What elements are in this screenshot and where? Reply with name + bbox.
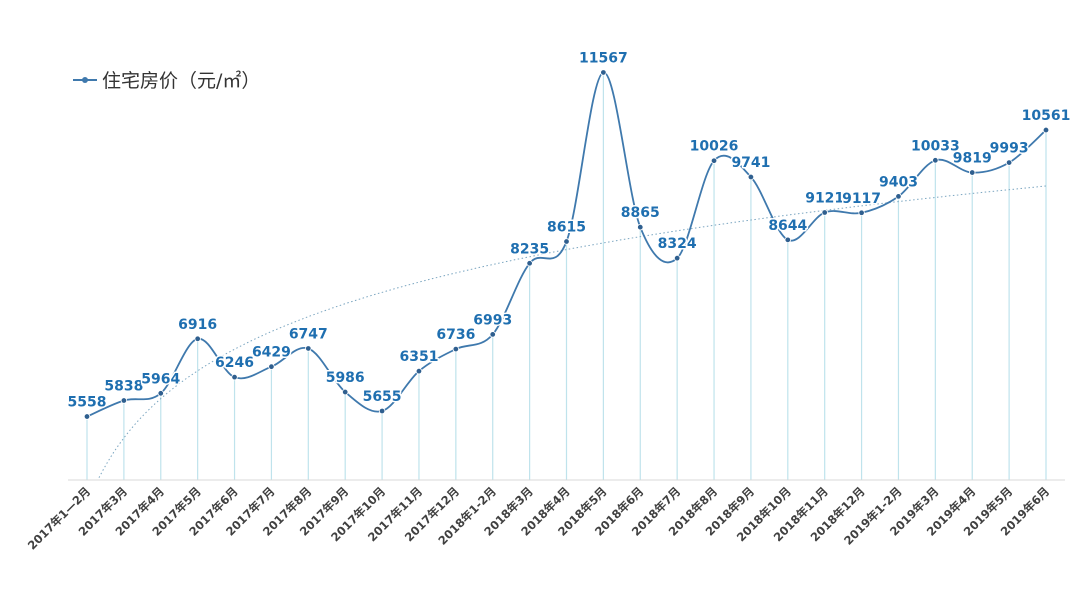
data-label: 8235	[510, 241, 549, 257]
data-point	[784, 236, 792, 244]
data-point	[305, 345, 312, 352]
data-point	[932, 157, 939, 164]
data-point	[415, 367, 423, 375]
data-point	[563, 238, 570, 245]
data-label: 10026	[690, 139, 739, 155]
data-point	[1042, 126, 1050, 134]
series-line	[86, 71, 1047, 418]
data-point	[858, 209, 865, 216]
data-label: 6747	[289, 326, 328, 342]
data-point	[341, 388, 349, 396]
data-point	[452, 345, 460, 353]
legend-line-marker-icon	[73, 76, 97, 83]
data-point	[969, 169, 976, 176]
data-label: 6351	[399, 349, 438, 365]
data-point	[637, 223, 644, 231]
data-label: 6993	[473, 312, 512, 328]
data-point	[600, 69, 607, 76]
data-point	[710, 157, 718, 164]
data-point	[673, 254, 681, 262]
data-label: 6736	[436, 327, 475, 343]
data-label: 6429	[252, 345, 291, 361]
data-label: 8615	[547, 220, 586, 236]
data-label: 11567	[579, 50, 628, 66]
legend: 住宅房价（元/㎡）	[72, 66, 260, 93]
data-point	[526, 260, 533, 267]
data-point	[268, 363, 275, 370]
data-label: 5655	[363, 389, 402, 405]
data-point	[231, 373, 238, 381]
data-point	[747, 173, 755, 181]
data-label: 10033	[911, 138, 960, 154]
data-point	[120, 397, 128, 404]
data-label: 8865	[621, 205, 660, 221]
data-label: 8324	[658, 236, 697, 252]
data-label: 9819	[953, 151, 992, 167]
data-point	[83, 413, 91, 420]
data-point	[489, 331, 496, 338]
data-label: 9993	[990, 141, 1029, 157]
legend-label: 住宅房价（元/㎡）	[102, 70, 261, 92]
data-label: 8644	[768, 218, 807, 234]
data-point	[194, 335, 201, 342]
data-label: 5558	[68, 395, 107, 411]
x-tick-label: 2017年1—2月	[25, 484, 93, 552]
data-label: 6246	[215, 355, 254, 371]
data-label: 6916	[178, 317, 217, 333]
data-point	[1005, 159, 1013, 166]
data-label: 9741	[731, 155, 770, 171]
data-label: 5986	[326, 370, 365, 386]
data-point	[821, 209, 828, 216]
data-point	[378, 407, 386, 415]
data-point	[157, 390, 164, 397]
data-label: 9121	[805, 191, 844, 207]
data-label: 9117	[842, 191, 881, 207]
data-label: 9403	[879, 174, 918, 190]
data-point	[895, 193, 902, 200]
data-label: 5838	[104, 379, 143, 395]
data-label: 10561	[1022, 108, 1071, 124]
data-label: 5964	[141, 371, 180, 387]
